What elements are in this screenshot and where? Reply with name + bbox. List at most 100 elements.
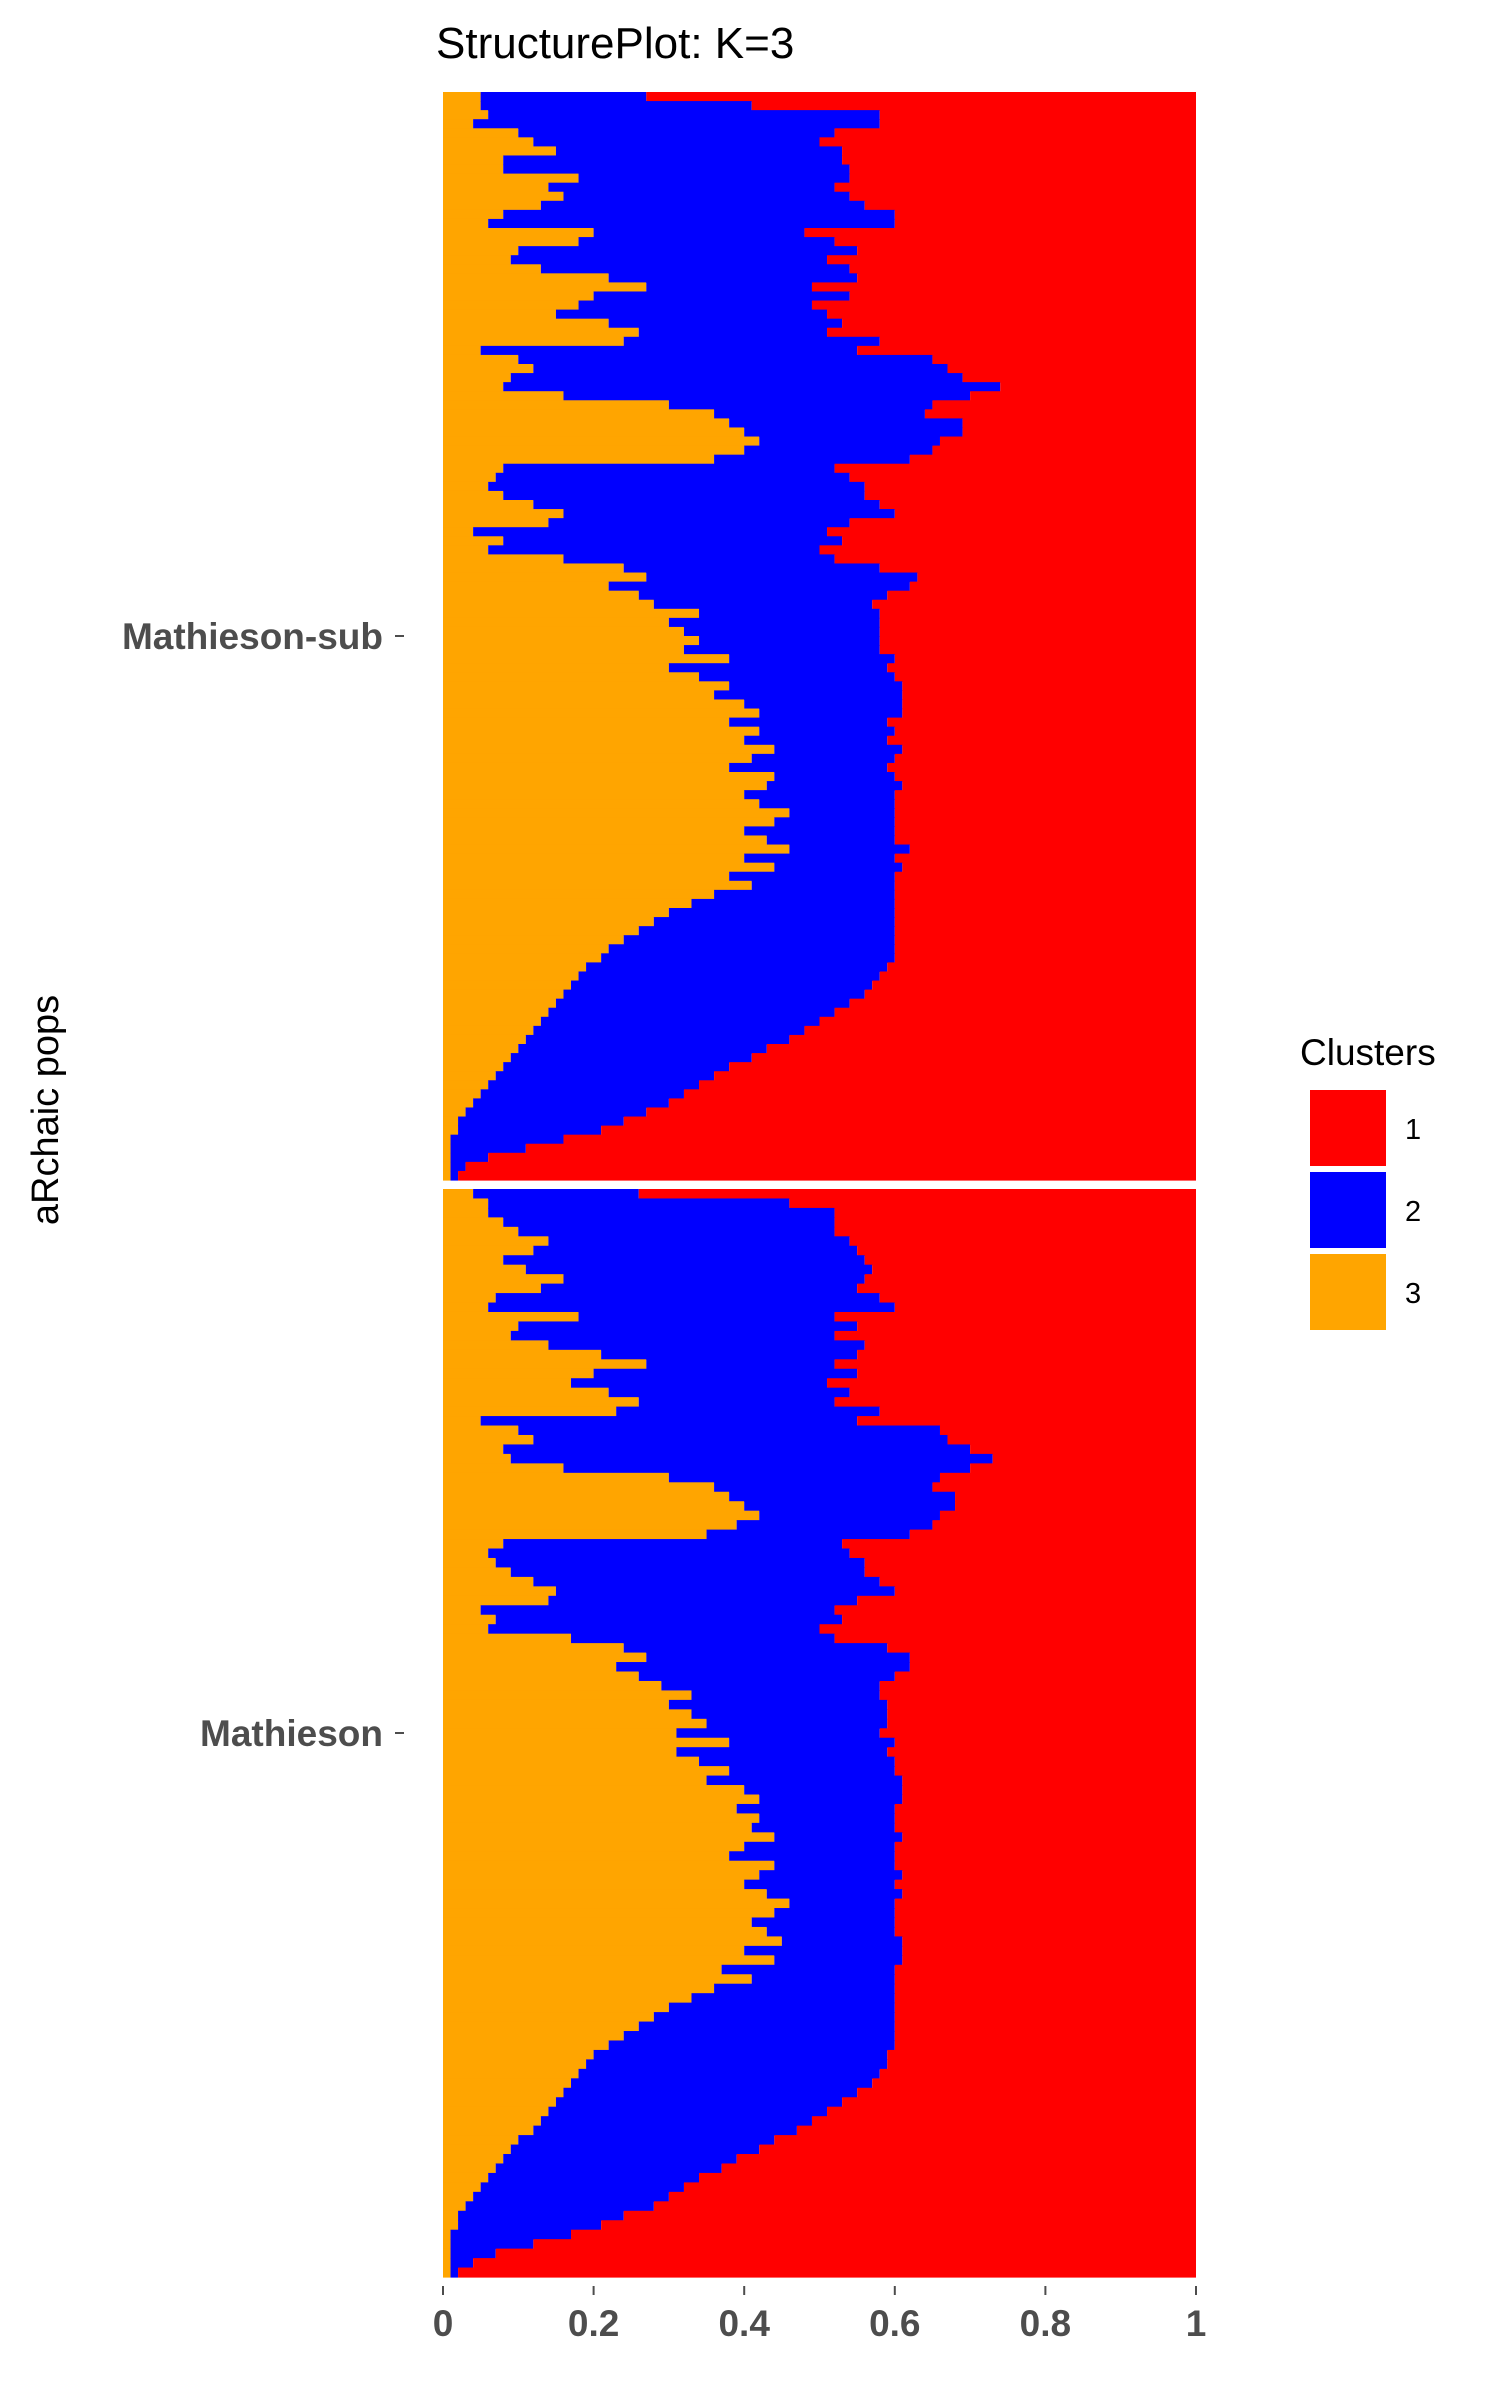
bar-segment-cluster-1 [970,1444,1196,1455]
bar-segment-cluster-2 [510,1453,993,1464]
bar-segment-cluster-3 [443,1453,511,1464]
bar-segment-cluster-2 [578,971,880,982]
bar-segment-cluster-3 [443,1520,737,1531]
bar-segment-cluster-1 [766,1044,1196,1054]
bar-segment-cluster-3 [443,1098,474,1109]
bar-segment-cluster-2 [623,935,895,945]
bar-segment-cluster-3 [443,1822,752,1833]
bar-segment-cluster-1 [894,509,1196,519]
bar-segment-cluster-3 [443,1274,564,1285]
bar-segment-cluster-2 [480,345,858,356]
bar-segment-cluster-1 [894,2012,1196,2023]
bar-segment-cluster-3 [443,1690,692,1701]
bar-segment-cluster-1 [864,1340,1196,1351]
bar-segment-cluster-2 [548,1595,858,1606]
bar-segment-cluster-2 [503,536,843,546]
bar-segment-cluster-2 [668,400,933,410]
bar-segment-cluster-1 [864,989,1196,1000]
bar-segment-cluster-2 [668,1472,940,1483]
bar-segment-cluster-2 [789,808,895,818]
bar-segment-cluster-3 [443,2087,564,2098]
bar-segment-cluster-2 [548,1340,865,1351]
facet-panel [443,92,1197,1181]
bar-segment-cluster-3 [443,1007,549,1018]
bar-segment-cluster-3 [443,2078,572,2089]
bar-segment-cluster-1 [902,699,1196,710]
bar-segment-cluster-2 [488,110,880,120]
bar-segment-cluster-3 [443,1955,775,1966]
y-axis-label: aRchaic pops [25,995,67,1225]
bar-segment-cluster-3 [443,2172,489,2183]
bar-segment-cluster-1 [465,1161,1197,1172]
bar-segment-cluster-3 [443,844,790,855]
bar-segment-cluster-2 [533,1434,948,1446]
bar-segment-cluster-3 [443,971,579,982]
bar-segment-cluster-1 [601,2220,1196,2231]
bar-segment-cluster-2 [525,1034,790,1045]
facet-label: Mathieson [200,1713,383,1754]
bar-segment-cluster-3 [443,2068,579,2079]
bar-segment-cluster-3 [443,354,519,365]
bar-segment-cluster-2 [495,1071,715,1081]
bar-segment-cluster-3 [443,2248,451,2259]
bar-segment-cluster-3 [443,953,602,963]
bar-segment-cluster-3 [443,2021,639,2032]
bar-segment-cluster-2 [563,2087,858,2098]
bar-segment-cluster-3 [443,1936,782,1947]
bar-segment-cluster-2 [608,2040,895,2051]
bar-segment-cluster-3 [443,1034,526,1045]
bar-segment-cluster-2 [646,572,918,583]
bar-segment-cluster-3 [443,500,534,510]
bar-segment-cluster-3 [443,1945,745,1956]
bar-segment-cluster-2 [676,1747,888,1758]
bar-segment-cluster-1 [849,1387,1196,1398]
bar-segment-cluster-1 [902,1785,1196,1796]
bar-segment-cluster-3 [443,1841,745,1852]
bar-segment-cluster-2 [465,1107,647,1118]
bar-segment-cluster-2 [518,246,858,256]
bar-segment-cluster-3 [443,1189,474,1200]
bar-segment-cluster-2 [488,1548,850,1559]
legend-label: 2 [1405,1196,1421,1228]
bar-segment-cluster-1 [857,1245,1196,1256]
bar-segment-cluster-3 [443,1766,730,1777]
bar-segment-cluster-2 [586,962,888,973]
bar-segment-cluster-1 [849,173,1196,184]
bar-segment-cluster-3 [443,1586,556,1597]
bar-segment-cluster-2 [668,1699,888,1710]
bar-segment-cluster-2 [706,1718,888,1729]
bar-segment-cluster-1 [887,1643,1196,1654]
bar-segment-cluster-1 [955,1501,1196,1512]
bar-segment-cluster-1 [902,690,1196,701]
bar-segment-cluster-3 [443,690,715,701]
bar-segment-cluster-2 [691,1709,888,1720]
bar-segment-cluster-2 [473,2191,669,2202]
bar-segment-cluster-2 [593,1368,858,1379]
bar-segment-cluster-3 [443,1624,489,1635]
bar-segment-cluster-1 [894,218,1196,229]
bar-segment-cluster-1 [819,137,1196,147]
bar-segment-cluster-3 [443,554,564,565]
bar-segment-cluster-3 [443,871,730,882]
bar-segment-cluster-3 [443,1926,767,1938]
bar-segment-cluster-3 [443,110,489,120]
bar-segment-cluster-3 [443,182,549,193]
bar-segment-cluster-1 [721,2163,1196,2174]
bar-segment-cluster-3 [443,273,609,283]
bar-segment-cluster-3 [443,1794,760,1805]
bar-segment-cluster-2 [638,926,895,936]
bar-segment-cluster-2 [473,527,828,537]
bar-segment-cluster-3 [443,1709,692,1720]
bar-segment-cluster-1 [811,2116,1196,2127]
bar-segment-cluster-2 [691,1993,895,2004]
bar-segment-cluster-3 [443,364,534,374]
bar-segment-cluster-1 [774,2135,1196,2146]
bar-segment-cluster-3 [443,572,647,583]
bar-segment-cluster-3 [443,2258,451,2269]
bar-segment-cluster-2 [465,2201,654,2212]
bar-segment-cluster-1 [887,1709,1196,1720]
bar-segment-cluster-3 [443,1529,707,1540]
legend-title: Clusters [1300,1032,1436,1073]
bar-segment-cluster-3 [443,137,534,147]
bar-segment-cluster-2 [555,146,843,157]
